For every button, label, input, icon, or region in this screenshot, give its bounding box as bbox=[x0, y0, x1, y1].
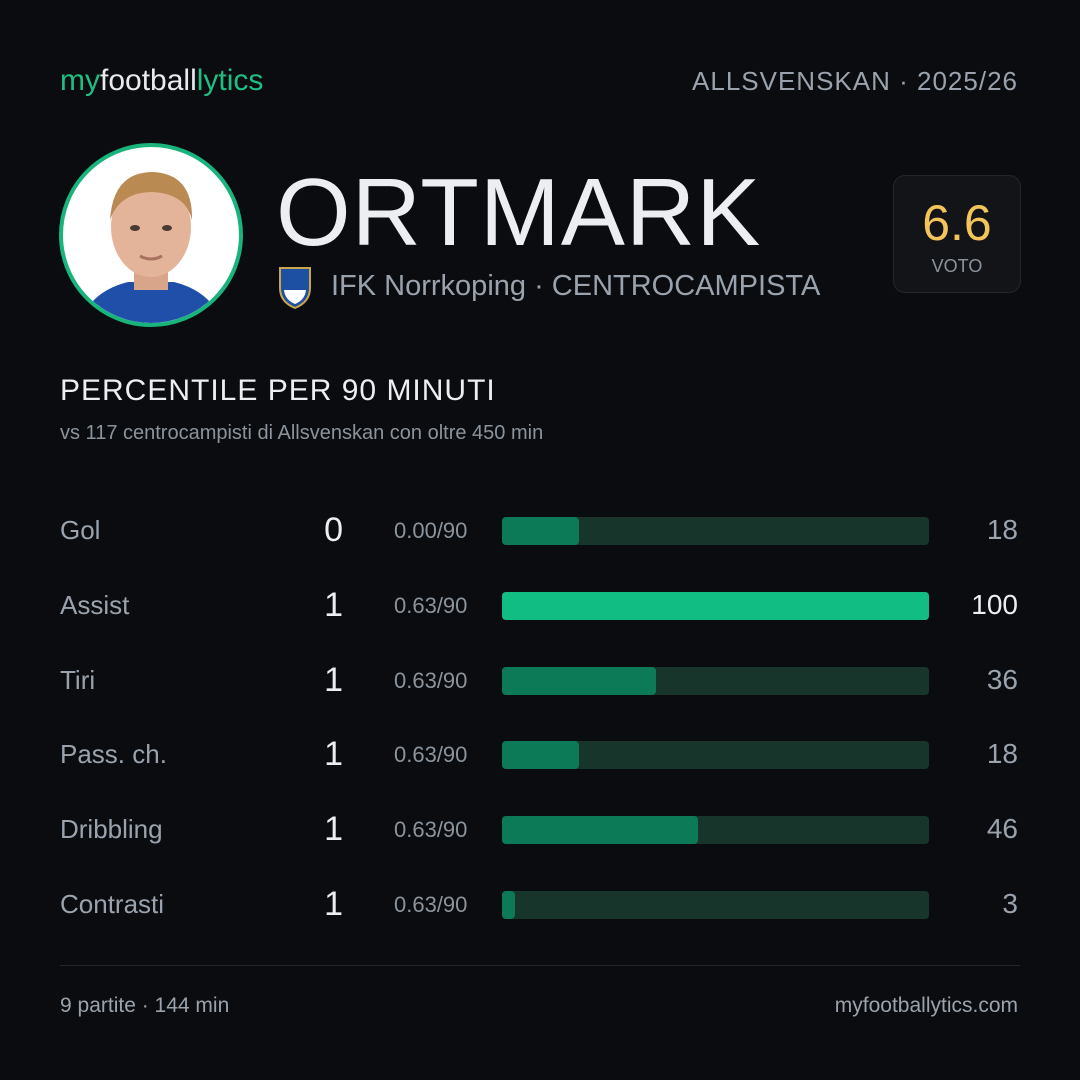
stat-per90: 0.63/90 bbox=[394, 592, 468, 618]
club-line: IFK Norrkoping · CENTROCAMPISTA bbox=[331, 270, 820, 303]
stat-percentile: 36 bbox=[986, 663, 1018, 695]
rating-value: 6.6 bbox=[922, 195, 992, 251]
league-name: ALLSVENSKAN bbox=[692, 66, 891, 96]
rating-box: 6.6 VOTO bbox=[893, 175, 1021, 293]
stat-label: Assist bbox=[60, 589, 130, 620]
stat-percentile: 46 bbox=[986, 813, 1018, 845]
stat-percentile: 18 bbox=[986, 738, 1018, 770]
stat-per90: 0.63/90 bbox=[394, 817, 468, 843]
bar-track bbox=[502, 741, 929, 770]
stat-label: Tiri bbox=[60, 664, 96, 695]
section-subtitle: vs 117 centrocampisti di Allsvenskan con… bbox=[60, 422, 544, 444]
bar-track bbox=[502, 591, 929, 620]
footer-site: myfootballytics.com bbox=[834, 994, 1018, 1017]
bar-track bbox=[502, 816, 929, 845]
league: ALLSVENSKAN · 2025/26 bbox=[692, 66, 1018, 97]
percentile-bar bbox=[502, 666, 656, 695]
stat-count: 1 bbox=[324, 660, 343, 699]
rating-label: VOTO bbox=[931, 256, 983, 276]
stat-count: 1 bbox=[324, 885, 343, 923]
logo-part: my bbox=[60, 64, 100, 97]
section-title: PERCENTILE PER 90 MINUTI bbox=[60, 374, 496, 407]
club: IFK Norrkoping bbox=[331, 270, 527, 302]
stat-count: 1 bbox=[324, 735, 343, 774]
percentile-bar bbox=[502, 891, 515, 919]
logo-part: football bbox=[100, 64, 197, 97]
stat-per90: 0.00/90 bbox=[394, 518, 468, 543]
logo-part: lytics bbox=[196, 64, 264, 97]
stat-label: Gol bbox=[60, 515, 101, 545]
stat-count: 0 bbox=[324, 511, 343, 549]
stat-percentile: 100 bbox=[971, 588, 1018, 620]
stat-per90: 0.63/90 bbox=[394, 667, 468, 693]
divider bbox=[60, 965, 1020, 966]
stat-count: 1 bbox=[324, 810, 343, 849]
role: · CENTROCAMPISTA bbox=[534, 270, 821, 302]
stat-label: Pass. ch. bbox=[60, 739, 167, 770]
logo: myfootballlytics bbox=[60, 64, 263, 98]
club-crest bbox=[279, 267, 311, 310]
stat-count: 1 bbox=[324, 585, 343, 624]
stat-per90: 0.63/90 bbox=[394, 742, 468, 768]
player-name: ORTMARK bbox=[276, 159, 762, 266]
percentile-bar bbox=[502, 741, 579, 770]
percentile-bar bbox=[502, 816, 699, 845]
percentile-bar bbox=[502, 517, 579, 545]
stat-per90: 0.63/90 bbox=[394, 892, 468, 917]
footer-info: 9 partite · 144 min bbox=[60, 994, 230, 1017]
bar-track bbox=[502, 517, 929, 545]
percentile-bar bbox=[502, 591, 929, 620]
season: · 2025/26 bbox=[899, 66, 1018, 96]
player-photo bbox=[59, 143, 243, 327]
stat-percentile: 18 bbox=[986, 514, 1018, 545]
bar-track bbox=[502, 666, 929, 695]
stat-percentile: 3 bbox=[1002, 888, 1018, 919]
bar-track bbox=[502, 891, 929, 919]
stat-label: Dribbling bbox=[60, 814, 163, 845]
stat-label: Contrasti bbox=[60, 889, 165, 919]
